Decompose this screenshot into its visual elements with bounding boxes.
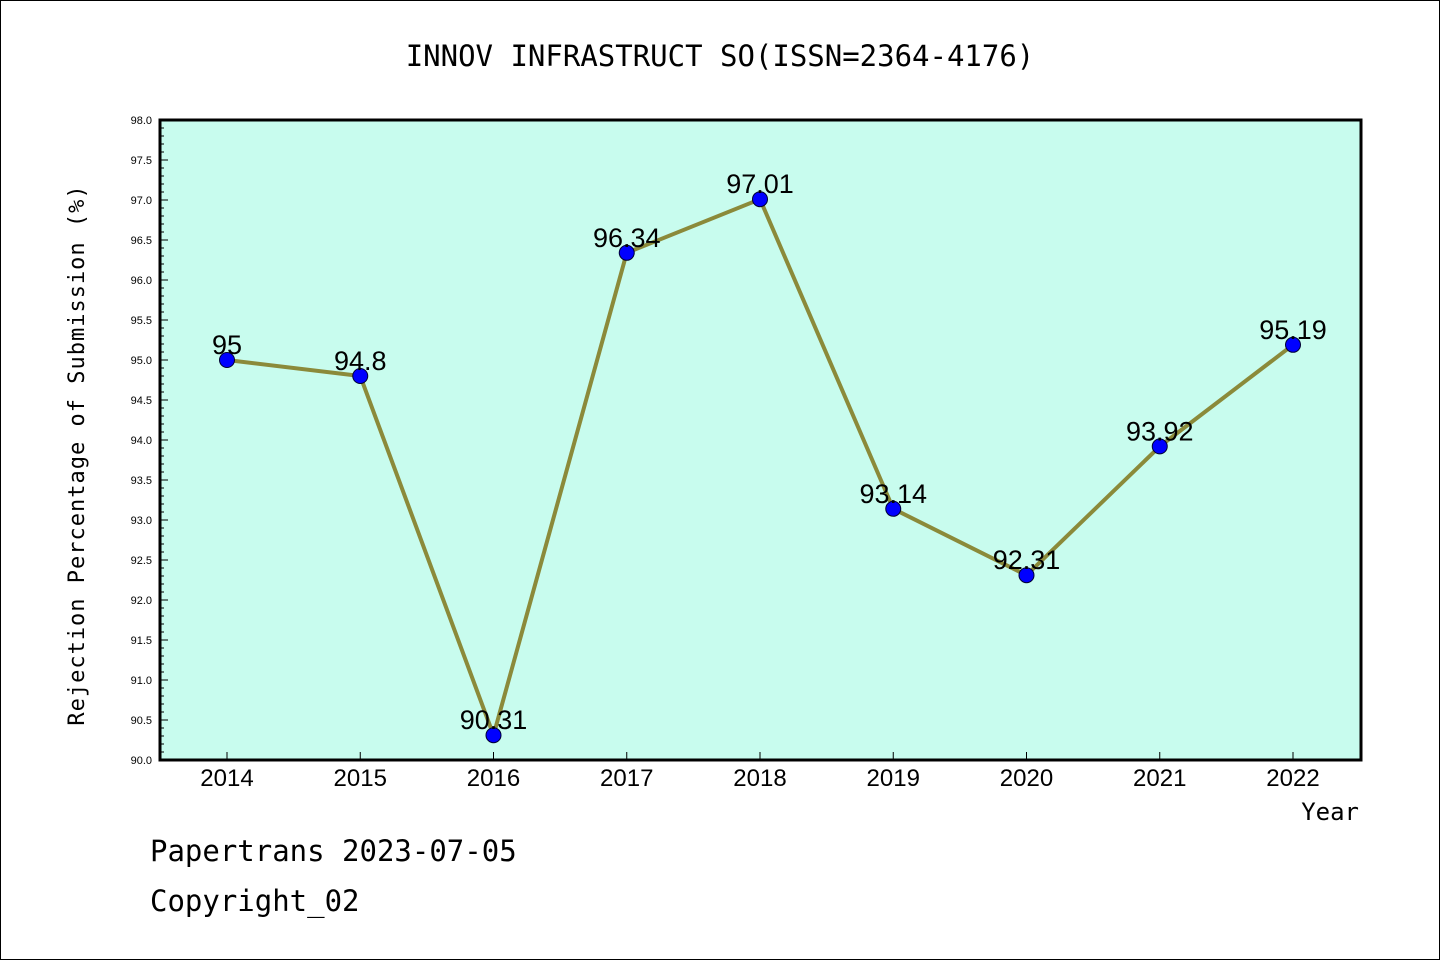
data-label: 93.14 <box>859 479 927 509</box>
x-tick-label: 2021 <box>1133 765 1186 792</box>
y-tick-label: 91.5 <box>131 635 152 647</box>
y-tick-label: 92.0 <box>131 595 152 607</box>
x-tick-label: 2019 <box>867 765 920 792</box>
x-tick-label: 2015 <box>334 765 387 792</box>
data-label: 94.8 <box>334 346 387 376</box>
x-tick-label: 2018 <box>733 765 786 792</box>
y-tick-label: 96.0 <box>131 275 152 287</box>
y-tick-label: 94.5 <box>131 395 152 407</box>
x-tick-label: 2014 <box>200 765 253 792</box>
y-tick-label: 95.5 <box>131 315 152 327</box>
y-tick-label: 97.0 <box>131 195 152 207</box>
data-point <box>485 727 502 744</box>
y-tick-label: 90.5 <box>131 715 152 727</box>
footer-copyright: Copyright_02 <box>150 884 360 918</box>
plot-border <box>158 118 1363 762</box>
y-tick-label: 98.0 <box>131 115 152 127</box>
data-label: 95.19 <box>1259 315 1327 345</box>
data-label: 92.31 <box>993 545 1061 575</box>
y-tick-label: 97.5 <box>131 155 152 167</box>
x-tick-label: 2017 <box>600 765 653 792</box>
data-point <box>219 352 235 368</box>
data-labels: 95 94.8 90.31 96.34 97.01 93.14 92.31 93.92 95.1… <box>212 169 1327 735</box>
y-tick-label: 93.5 <box>131 475 152 487</box>
y-tick-label: 93.0 <box>131 515 152 527</box>
x-tick-label: 2016 <box>467 765 520 792</box>
data-point <box>885 500 902 517</box>
series-markers <box>219 191 1301 744</box>
data-point <box>1151 438 1168 455</box>
data-point <box>752 191 768 208</box>
data-point <box>618 244 635 261</box>
y-tick-label: 91.0 <box>131 675 152 687</box>
y-tick-label: 90.0 <box>131 755 152 767</box>
data-label: 90.31 <box>460 705 528 735</box>
footer-date: Papertrans 2023-07-05 <box>150 834 517 868</box>
chart-title: INNOV INFRASTRUCT SO(ISSN=2364-4176) <box>406 39 1035 73</box>
y-axis: 90.0 90.5 91.0 91.5 92.0 92.5 93.0 93.5 94.0 94.5… <box>131 115 168 767</box>
x-axis-label: Year <box>1301 798 1359 826</box>
y-axis-label: Rejection Percentage of Submission (%) <box>65 184 90 725</box>
x-tick-label: 2020 <box>1000 765 1053 792</box>
y-tick-label: 95.0 <box>131 355 152 367</box>
data-label: 96.34 <box>593 223 661 253</box>
data-point <box>1018 567 1035 584</box>
data-label: 95 <box>212 330 242 360</box>
y-tick-label: 92.5 <box>131 555 152 567</box>
data-label: 97.01 <box>726 169 794 199</box>
data-label: 93.92 <box>1126 416 1194 446</box>
data-point <box>352 368 369 384</box>
y-tick-label: 96.5 <box>131 235 152 247</box>
x-tick-label: 2022 <box>1266 765 1319 792</box>
data-point <box>1285 336 1301 353</box>
y-tick-label: 94.0 <box>131 435 152 447</box>
